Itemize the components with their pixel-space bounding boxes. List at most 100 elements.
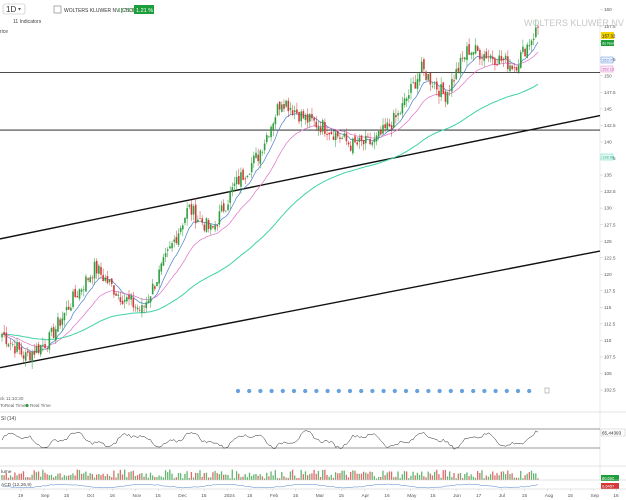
y-tick-label: 145 [604, 106, 612, 111]
watermark: WOLTERS KLUWER NV [524, 18, 624, 28]
ema-slow-line [2, 83, 539, 341]
volume-bar [356, 473, 358, 480]
volume-bar [220, 471, 223, 480]
indicators-label[interactable]: 11 Indicators [13, 19, 42, 25]
candle-body [502, 58, 505, 61]
candle-body [205, 218, 208, 232]
macd-label: ACD (12,26,9) [1, 482, 32, 488]
volume-bar [347, 477, 350, 480]
volume-bar [162, 477, 165, 480]
candle-body [199, 218, 201, 219]
candle-body [128, 295, 130, 300]
candle-body [222, 203, 225, 212]
candle-body [440, 84, 442, 98]
candle-body [429, 72, 432, 85]
candle-body [123, 299, 126, 302]
volume-bar [530, 470, 533, 480]
candle-body [29, 352, 31, 361]
event-marker-icon [504, 388, 509, 394]
candle-body [425, 71, 427, 80]
candle-body [158, 269, 160, 284]
candle-body [57, 317, 59, 332]
candle-body [319, 127, 322, 133]
candle-body [530, 40, 533, 46]
macd-value: 0,6457 [602, 484, 615, 489]
candle-body [50, 328, 53, 332]
interval-label: 1D [6, 5, 16, 14]
volume-bar [324, 469, 326, 480]
candle-body [472, 52, 475, 55]
y-tick-label: 142.5 [604, 123, 616, 128]
volume-bar [48, 475, 50, 480]
candle-body [255, 152, 257, 158]
candle-body [31, 352, 33, 363]
candle-body [16, 342, 18, 352]
volume-bar [229, 478, 231, 480]
volume-bar [332, 477, 335, 480]
interval-select[interactable] [2, 3, 26, 15]
volume-bar [212, 472, 214, 480]
volume-bar [266, 472, 268, 480]
volume-bar [350, 471, 352, 480]
volume-bar [164, 470, 167, 480]
candle-body [328, 132, 330, 135]
y-tick-label: 105 [604, 371, 612, 376]
candle-body [87, 278, 89, 281]
volume-bar [76, 469, 78, 480]
candle-body [261, 152, 264, 153]
candle-body [85, 276, 87, 292]
volume-bar [330, 474, 332, 480]
candle-body [151, 283, 154, 295]
candle-body [237, 175, 240, 185]
candle-body [203, 224, 206, 231]
candle-body [285, 100, 287, 107]
volume-bar [429, 473, 431, 480]
trend-lines [0, 114, 601, 369]
volume-bar [513, 477, 515, 480]
candle-body [438, 90, 440, 97]
volume-bar [201, 476, 203, 480]
volume-bar [192, 477, 195, 480]
volume-bar [147, 477, 149, 480]
volume-bar [384, 475, 386, 480]
volume-bar [403, 471, 406, 480]
candle-body [317, 126, 320, 130]
now-badge-text: do Now [602, 42, 615, 46]
volume-bar [115, 477, 117, 480]
candle-body [227, 204, 229, 211]
volume-bar [231, 469, 233, 480]
candle-body [304, 115, 307, 121]
volume-bar [433, 471, 436, 480]
volume-bar [156, 477, 158, 480]
y-axis: 160157.5155152.5150147.5145142.5140137.5… [600, 7, 616, 393]
volume-bar [104, 476, 106, 480]
volume-bar [40, 476, 42, 480]
candle-body [513, 67, 516, 69]
y-tick-label: 147.5 [604, 90, 616, 95]
volume-bar [345, 474, 348, 480]
volume-bar [42, 469, 44, 480]
event-marker-icon [347, 388, 353, 394]
volume-bar [20, 473, 22, 480]
candle-body [225, 210, 227, 212]
ema-slow-badge-text: 138.66 [602, 155, 615, 160]
volume-bar [197, 473, 199, 480]
volume-bar [397, 471, 399, 480]
candle-body [108, 279, 111, 282]
candle-body [459, 57, 462, 74]
volume-bar [106, 474, 109, 480]
candle-body [244, 178, 247, 180]
volume-bar [55, 476, 57, 480]
candle-body [384, 124, 386, 129]
candle-body [1, 333, 3, 338]
volume-bar [373, 476, 376, 480]
y-tick-label: 127.5 [604, 222, 616, 227]
candle-body [420, 61, 423, 72]
volume-bar [24, 477, 27, 480]
candle-body [412, 82, 414, 83]
change-pct: 1.21 % [136, 8, 153, 14]
volume-bar [70, 474, 72, 480]
candle-body [347, 142, 350, 145]
volume-bar [268, 476, 270, 480]
candle-body [76, 296, 79, 298]
